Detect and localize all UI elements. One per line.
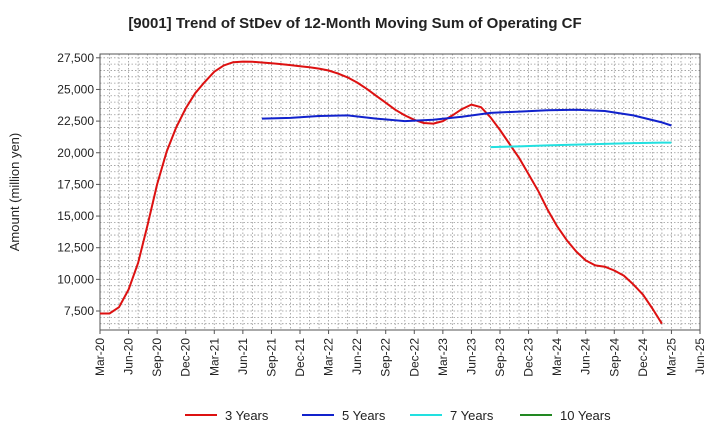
x-tick-label: Mar-25 <box>664 338 678 376</box>
x-tick-label: Dec-23 <box>522 338 536 377</box>
series-line-1 <box>100 60 663 325</box>
y-tick-label: 10,000 <box>57 272 94 286</box>
x-tick-label: Mar-21 <box>207 338 221 376</box>
y-axis-label: Amount (million yen) <box>7 133 22 252</box>
y-tick-label: 22,500 <box>57 114 94 128</box>
x-tick-label: Mar-20 <box>93 338 107 376</box>
series-lines <box>100 60 672 325</box>
y-axis-ticks: 7,500 10,000 12,500 15,000 17,500 20,000 22,50… <box>57 51 100 318</box>
y-tick-label: 17,500 <box>57 177 94 191</box>
x-tick-label: Dec-22 <box>407 338 421 377</box>
x-tick-label: Jun-25 <box>693 338 707 375</box>
series-line-2 <box>261 108 672 127</box>
x-tick-label: Mar-23 <box>436 338 450 376</box>
x-tick-label: Sep-24 <box>607 338 621 377</box>
legend-label: 5 Years <box>342 408 386 423</box>
y-tick-label: 15,000 <box>57 209 94 223</box>
x-tick-label: Jun-20 <box>122 338 136 375</box>
x-tick-label: Dec-24 <box>636 338 650 377</box>
x-tick-label: Sep-22 <box>379 338 393 377</box>
legend-label: 3 Years <box>225 408 269 423</box>
x-tick-label: Sep-20 <box>150 338 164 377</box>
grid <box>100 54 700 330</box>
y-tick-label: 12,500 <box>57 241 94 255</box>
x-tick-label: Jun-22 <box>350 338 364 375</box>
x-tick-label: Mar-22 <box>322 338 336 376</box>
x-tick-label: Jun-24 <box>579 338 593 375</box>
series-line-3 <box>490 141 672 149</box>
x-tick-label: Dec-20 <box>179 338 193 377</box>
x-axis-ticks: Mar-20 Jun-20 Sep-20 Dec-20 Mar-21 Jun-21 Sep-… <box>93 330 707 377</box>
y-tick-label: 7,500 <box>64 304 94 318</box>
x-tick-label: Dec-21 <box>293 338 307 377</box>
legend: 3 Years 5 Years 7 Years 10 Years <box>185 408 611 423</box>
legend-label: 7 Years <box>450 408 494 423</box>
x-tick-label: Sep-23 <box>493 338 507 377</box>
y-tick-label: 27,500 <box>57 51 94 65</box>
x-tick-label: Jun-21 <box>236 338 250 375</box>
plot-area-border <box>99 53 701 331</box>
legend-label: 10 Years <box>560 408 611 423</box>
x-tick-label: Sep-21 <box>264 338 278 377</box>
y-tick-label: 20,000 <box>57 146 94 160</box>
y-tick-label: 25,000 <box>57 82 94 96</box>
x-tick-label: Jun-23 <box>464 338 478 375</box>
x-tick-label: Mar-24 <box>550 338 564 376</box>
chart-title: [9001] Trend of StDev of 12-Month Moving… <box>128 15 581 32</box>
